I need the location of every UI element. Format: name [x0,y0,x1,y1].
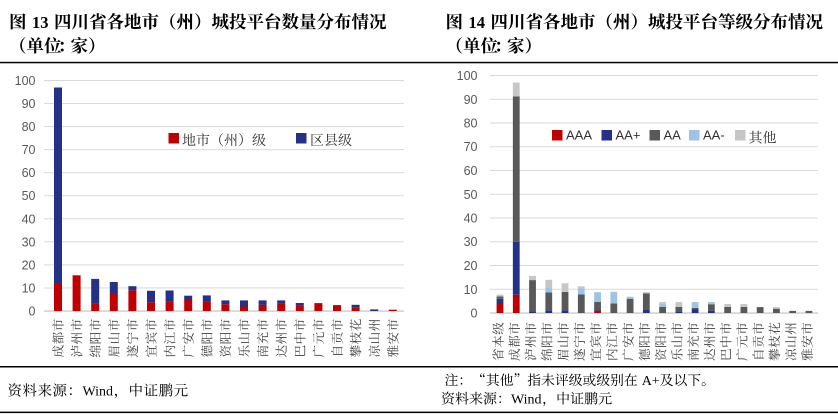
svg-text:50: 50 [464,188,478,202]
svg-text:AAA: AAA [566,128,592,143]
svg-text:AA-: AA- [703,128,725,143]
svg-text:100: 100 [457,69,478,83]
svg-text:100: 100 [15,74,36,88]
svg-text:70: 70 [464,140,478,154]
svg-text:20: 20 [464,259,478,273]
svg-text:60: 60 [22,166,36,180]
svg-text:10: 10 [22,281,36,295]
svg-text:10: 10 [464,283,478,297]
svg-text:Wind: Wind [83,385,114,400]
svg-text:30: 30 [464,235,478,249]
svg-text:60: 60 [464,164,478,178]
svg-text:20: 20 [22,258,36,272]
svg-text:Wind: Wind [511,393,542,408]
svg-text:AA+: AA+ [616,128,641,143]
svg-text:30: 30 [22,235,36,249]
svg-text:80: 80 [22,120,36,134]
svg-text:90: 90 [22,97,36,111]
svg-text:70: 70 [22,143,36,157]
svg-text:80: 80 [464,117,478,131]
svg-text:A+: A+ [642,374,660,389]
svg-text:0: 0 [471,307,478,321]
svg-text:0: 0 [29,305,36,319]
svg-text:90: 90 [464,93,478,107]
svg-text:13: 13 [32,13,49,32]
svg-text:14: 14 [469,13,486,32]
svg-text:40: 40 [464,212,478,226]
svg-text:AA: AA [664,128,682,143]
svg-text:50: 50 [22,189,36,203]
svg-text:40: 40 [22,212,36,226]
